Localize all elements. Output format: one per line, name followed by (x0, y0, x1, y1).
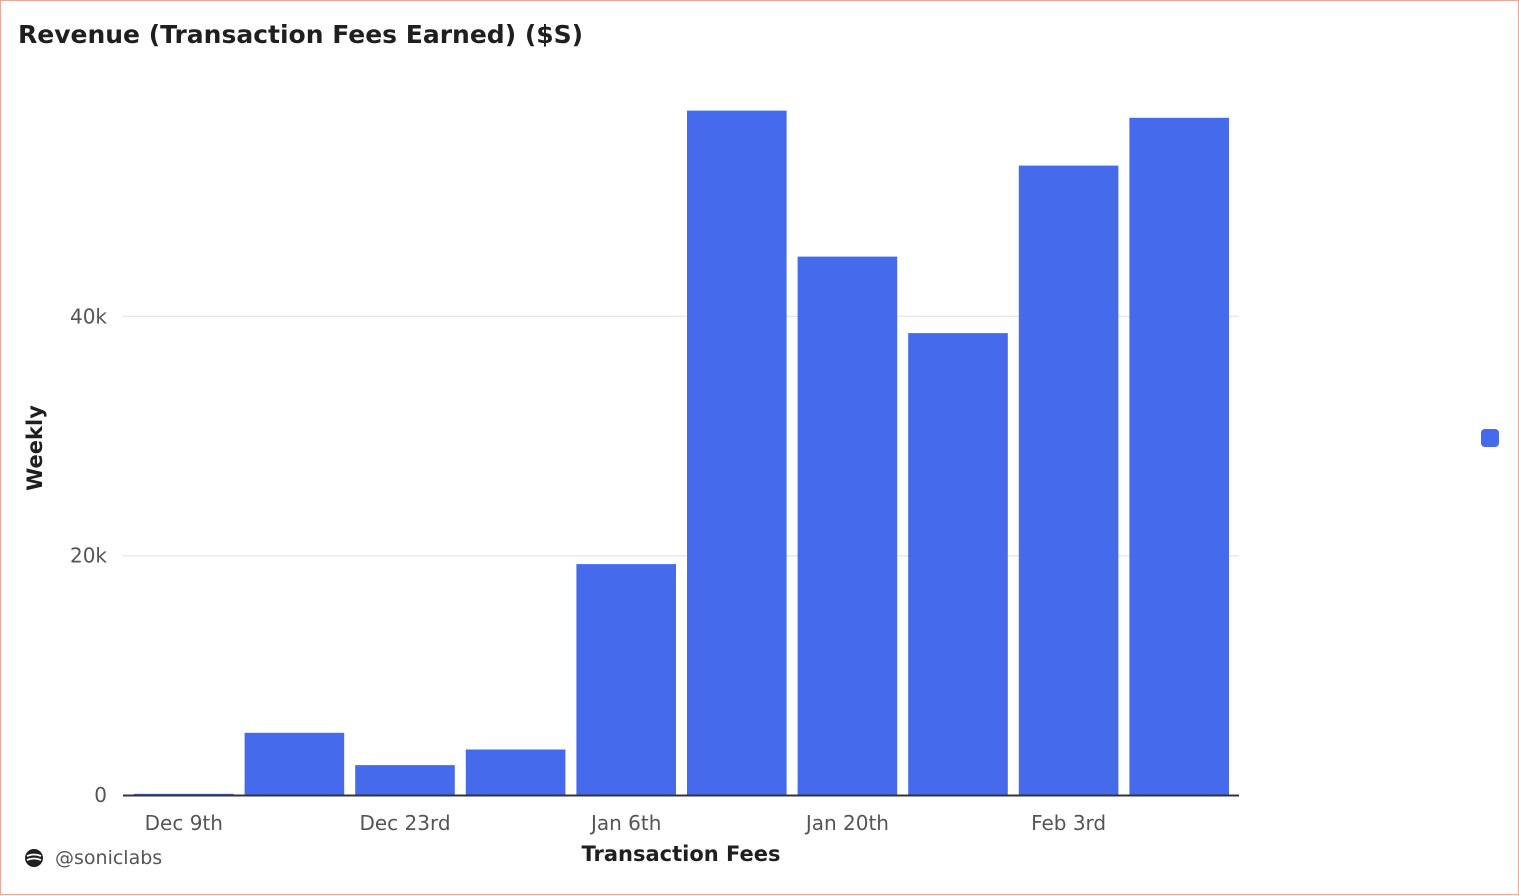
bar-jan-13th[interactable] (687, 110, 787, 796)
y-tick-label: 20k (70, 544, 107, 568)
chart-title: Revenue (Transaction Fees Earned) ($S) (18, 20, 584, 49)
legend-swatch[interactable] (1481, 429, 1499, 447)
bar-feb-10th[interactable] (1129, 117, 1229, 796)
bar-jan-27th[interactable] (908, 333, 1008, 795)
x-tick-label: Jan 6th (589, 811, 661, 835)
bar-jan-6th[interactable] (576, 564, 676, 795)
sonic-logo-icon (25, 849, 43, 867)
bars (134, 110, 1229, 796)
x-tick-label: Feb 3rd (1031, 811, 1106, 835)
bar-dec-30th[interactable] (465, 749, 566, 796)
bar-dec-16th[interactable] (244, 732, 345, 795)
bar-dec-9th[interactable] (134, 793, 234, 795)
watermark: @soniclabs (23, 847, 162, 869)
x-tick-label: Dec 23rd (359, 811, 450, 835)
y-axis-title: Weekly (23, 405, 47, 491)
x-tick-label: Jan 20th (804, 811, 889, 835)
watermark-text: @soniclabs (55, 847, 163, 869)
x-tick-label: Dec 9th (145, 811, 223, 835)
y-tick-label: 0 (94, 783, 107, 807)
bar-jan-20th[interactable] (797, 256, 898, 796)
axes: 0 20k 40k Dec 9th Dec 23rd Jan 6th Jan 20th Feb… (70, 304, 1239, 835)
bar-dec-23rd[interactable] (355, 765, 455, 795)
y-tick-label: 40k (70, 304, 107, 328)
x-axis-title: Transaction Fees (581, 842, 780, 866)
bar-feb-3rd[interactable] (1018, 165, 1119, 796)
